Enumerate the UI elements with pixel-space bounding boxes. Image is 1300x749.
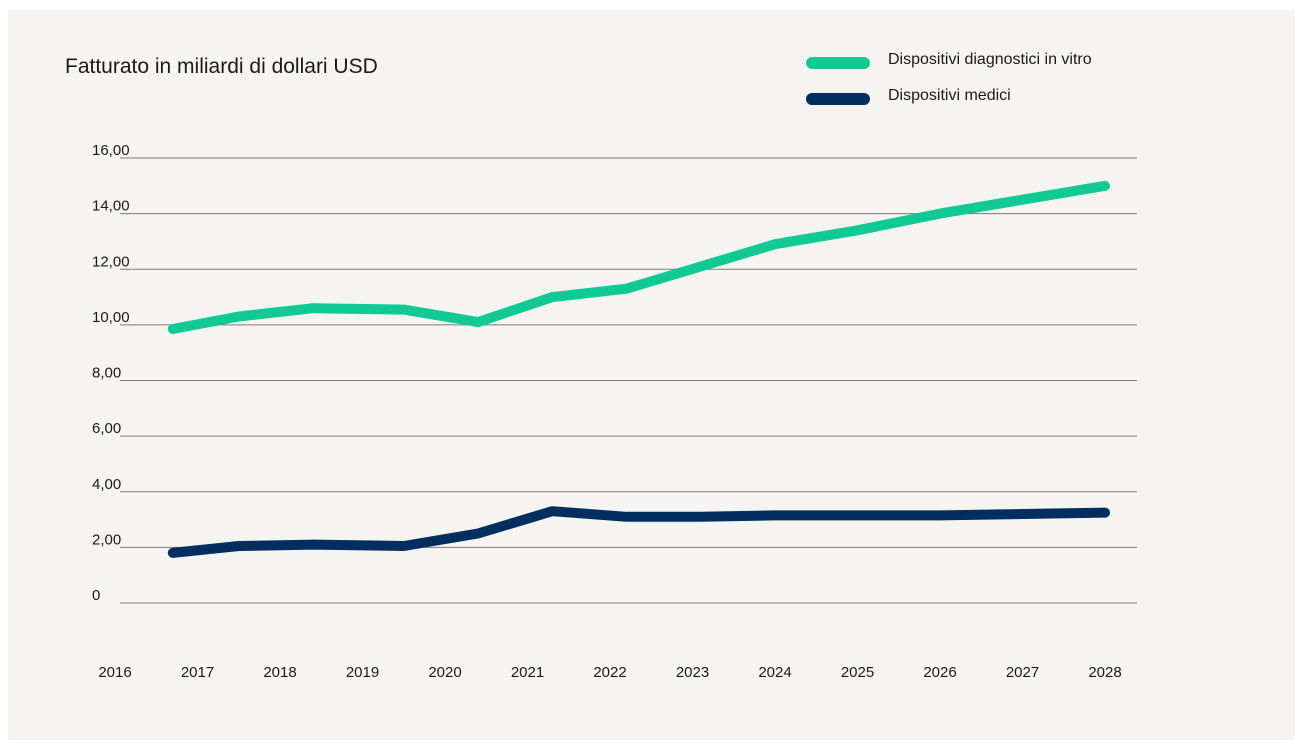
series-lines: [167, 180, 1110, 558]
y-tick-label: 16,00: [92, 142, 130, 159]
y-tick-label: 8,00: [92, 365, 121, 382]
chart-title: Fatturato in miliardi di dollari USD: [65, 55, 378, 78]
x-axis-tick-labels: 2016 2017 2018 2019 2020 2021 2022 2023 2024 2025…: [98, 664, 1121, 681]
x-tick-label: 2016: [98, 664, 131, 681]
x-tick-label: 2018: [263, 664, 296, 681]
chart-panel: [8, 10, 1295, 740]
y-tick-label: 14,00: [92, 198, 130, 215]
y-tick-label: 12,00: [92, 253, 130, 270]
gridlines: [120, 157, 1137, 604]
x-tick-label: 2023: [676, 664, 709, 681]
x-tick-label: 2017: [181, 664, 214, 681]
legend-swatch-medical: [806, 93, 870, 105]
x-tick-label: 2028: [1088, 664, 1121, 681]
x-tick-label: 2019: [346, 664, 379, 681]
y-tick-label: 10,00: [92, 309, 130, 326]
x-tick-label: 2027: [1006, 664, 1039, 681]
x-tick-label: 2026: [923, 664, 956, 681]
y-tick-label: 0: [92, 587, 100, 604]
x-tick-label: 2024: [758, 664, 791, 681]
x-tick-label: 2020: [428, 664, 461, 681]
legend-swatch-ivd: [806, 57, 870, 69]
y-tick-label: 6,00: [92, 420, 121, 437]
legend-label-ivd: Dispositivi diagnostici in vitro: [888, 51, 1092, 68]
x-tick-label: 2025: [841, 664, 874, 681]
x-tick-label: 2022: [593, 664, 626, 681]
y-tick-label: 2,00: [92, 531, 121, 548]
x-tick-label: 2021: [511, 664, 544, 681]
y-tick-label: 4,00: [92, 476, 121, 493]
y-axis-tick-labels: 0 2,00 4,00 6,00 8,00 10,00 12,00 14,00 16,00: [92, 142, 130, 604]
series-line-medical: [167, 506, 1110, 558]
legend-label-medical: Dispositivi medici: [888, 87, 1011, 104]
series-line-ivd: [167, 180, 1110, 334]
